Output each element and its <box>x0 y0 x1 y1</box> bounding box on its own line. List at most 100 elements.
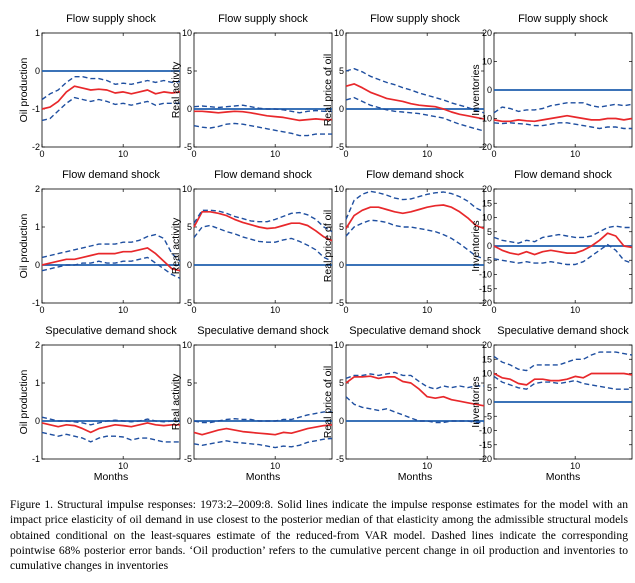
y-tick-label: 15 <box>482 354 492 364</box>
x-tick-label: 10 <box>570 305 580 315</box>
y-tick-label: 10 <box>182 28 192 38</box>
x-tick-label: 10 <box>570 149 580 159</box>
x-tick-label: 0 <box>39 305 44 315</box>
y-tick-label: 0 <box>487 241 492 251</box>
y-axis-label: Oil production <box>18 369 30 434</box>
y-tick-label: 0 <box>35 66 40 76</box>
panel-title: Flow supply shock <box>370 13 460 25</box>
plot-frame <box>41 344 181 460</box>
panel-title: Flow demand shock <box>366 169 464 181</box>
y-tick-label: 5 <box>487 227 492 237</box>
panel-1-4: Flow supply shock Inventories -20 -10 0 10 20 0… <box>470 13 633 159</box>
median-response-line <box>345 375 485 407</box>
y-tick-label: -10 <box>479 270 492 280</box>
y-tick-label: 0 <box>339 104 344 114</box>
y-tick-label: 0 <box>187 416 192 426</box>
lower-error-band-line <box>493 122 632 130</box>
lower-error-band-line <box>345 396 484 424</box>
median-response-line <box>41 85 181 110</box>
y-tick-label: 0 <box>339 260 344 270</box>
y-tick-label: -10 <box>479 114 492 124</box>
y-tick-label: 5 <box>187 66 192 76</box>
lower-error-band-line <box>41 431 180 443</box>
x-tick-label: 0 <box>343 149 348 159</box>
y-axis-label: Real activity <box>170 373 182 430</box>
y-tick-label: 20 <box>482 340 492 350</box>
y-axis-label: Oil production <box>18 213 30 278</box>
y-tick-label: -2 <box>32 142 40 152</box>
panel-title: Speculative demand shock <box>497 325 629 337</box>
y-tick-label: 0 <box>187 260 192 270</box>
lower-error-band-line <box>193 437 333 449</box>
x-tick-label: 10 <box>118 461 128 471</box>
x-tick-label: 10 <box>118 305 128 315</box>
y-tick-label: 5 <box>487 383 492 393</box>
median-response-line <box>345 204 485 230</box>
y-axis-label: Real price of oil <box>322 366 334 438</box>
panel-3-1: Speculative demand shock Oil production -1… <box>18 325 181 483</box>
y-tick-label: 1 <box>35 28 40 38</box>
y-tick-label: -5 <box>336 142 344 152</box>
x-axis-label: Months <box>398 471 432 483</box>
x-axis-label: Months <box>546 471 580 483</box>
plot-frame <box>345 32 485 148</box>
y-tick-label: 5 <box>187 222 192 232</box>
y-axis-label: Real activity <box>170 61 182 118</box>
panel-title: Flow supply shock <box>66 13 156 25</box>
y-tick-label: 10 <box>482 369 492 379</box>
x-tick-label: 0 <box>343 305 348 315</box>
y-tick-label: -15 <box>479 284 492 294</box>
y-tick-label: -20 <box>479 142 492 152</box>
upper-error-band-line <box>193 104 332 114</box>
x-tick-label: 0 <box>191 149 196 159</box>
y-tick-label: 0 <box>35 260 40 270</box>
y-tick-label: -5 <box>184 142 192 152</box>
panel-title: Flow demand shock <box>514 169 612 181</box>
y-tick-label: -5 <box>484 255 492 265</box>
x-tick-label: 10 <box>270 461 280 471</box>
upper-error-band-line <box>345 190 485 220</box>
y-tick-label: -15 <box>479 440 492 450</box>
y-tick-label: 10 <box>334 340 344 350</box>
y-tick-label: 5 <box>339 222 344 232</box>
y-tick-label: 20 <box>482 184 492 194</box>
x-tick-label: 0 <box>39 149 44 159</box>
y-tick-label: 10 <box>482 57 492 67</box>
upper-error-band-line <box>345 371 484 390</box>
y-axis-label: Oil production <box>18 57 30 122</box>
y-tick-label: 0 <box>487 397 492 407</box>
y-tick-label: 1 <box>35 222 40 232</box>
y-tick-label: -10 <box>479 426 492 436</box>
panel-3-3: Speculative demand shock Real price of oi… <box>322 325 485 483</box>
y-tick-label: 0 <box>35 416 40 426</box>
plot-frame <box>41 32 181 148</box>
y-axis-label: Real price of oil <box>322 54 334 126</box>
plot-frame <box>345 188 485 304</box>
plot-frame <box>193 32 333 148</box>
x-tick-label: 10 <box>422 149 432 159</box>
upper-error-band-line <box>345 67 485 114</box>
x-tick-label: 10 <box>570 461 580 471</box>
lower-error-band-line <box>493 243 633 266</box>
upper-error-band-line <box>493 102 633 114</box>
median-response-line <box>493 372 633 386</box>
upper-error-band-line <box>41 75 181 101</box>
panel-title: Speculative demand shock <box>45 325 177 337</box>
x-tick-label: 10 <box>118 149 128 159</box>
panel-title: Flow supply shock <box>518 13 608 25</box>
y-tick-label: 10 <box>334 28 344 38</box>
panel-title: Flow demand shock <box>214 169 312 181</box>
lower-error-band-line <box>193 122 332 137</box>
median-response-line <box>41 247 181 272</box>
lower-error-band-line <box>345 219 485 260</box>
plot-frame <box>193 344 333 460</box>
y-tick-label: 2 <box>35 340 40 350</box>
median-response-line <box>194 110 332 122</box>
x-tick-label: 10 <box>270 149 280 159</box>
y-tick-label: -1 <box>32 104 40 114</box>
panel-title: Speculative demand shock <box>349 325 481 337</box>
